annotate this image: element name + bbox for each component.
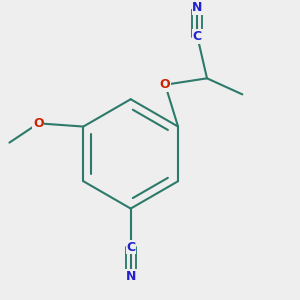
Text: C: C <box>193 30 202 43</box>
Text: O: O <box>160 78 170 91</box>
Text: C: C <box>126 241 135 254</box>
Text: O: O <box>33 117 44 130</box>
Text: N: N <box>192 1 203 14</box>
Text: N: N <box>125 270 136 283</box>
